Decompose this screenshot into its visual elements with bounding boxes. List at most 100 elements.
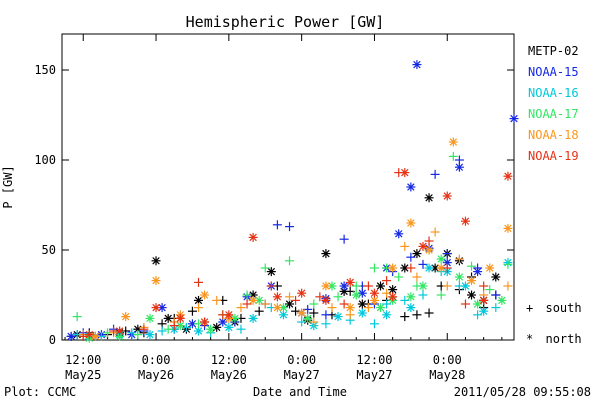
data-point-south [363,303,373,313]
data-point-north [485,263,495,273]
x-axis-label: Date and Time [253,385,347,399]
chart-title: Hemispheric Power [GW] [186,13,385,31]
data-point-north [224,322,234,332]
data-point-south [339,234,349,244]
data-point-south [309,317,319,327]
data-point-north [400,168,410,178]
data-point-north [224,310,234,320]
south-label: south [545,301,581,315]
data-point-north [230,313,240,323]
data-point-north [115,331,125,341]
data-point-south [285,256,295,266]
series-legend: METP-02 NOAA-15 NOAA-16 NOAA-17 NOAA-18 NOAA-… [528,44,579,163]
legend-item-metp-02: METP-02 [528,44,579,58]
data-point-north [503,171,513,181]
data-point-south [442,249,452,259]
marker-legend: + south * north [526,301,582,346]
data-point-north [297,288,307,298]
data-point-south [460,299,470,309]
data-point-south [181,322,191,332]
y-tick-label: 100 [34,153,56,167]
data-point-south [418,290,428,300]
data-point-south [133,330,143,340]
data-point-north [145,313,155,323]
data-point-south [369,263,379,273]
data-point-south [430,227,440,237]
legend-item-noaa-15: NOAA-15 [528,65,579,79]
data-point-north [321,295,331,305]
plot-frame [61,33,515,341]
data-point-south [418,259,428,269]
data-point-south [169,321,179,331]
y-tick-label: 50 [42,243,56,257]
data-point-north [121,312,131,322]
data-point-south [412,310,422,320]
data-point-north [212,322,222,332]
data-point-north [388,292,398,302]
data-point-north [442,191,452,201]
data-point-south [327,303,337,313]
data-point-south [394,272,404,282]
data-point-south [303,304,313,314]
data-point-south [430,169,440,179]
data-point-south [194,319,204,329]
data-point-north [84,330,94,340]
data-point-north [206,324,216,334]
data-point-north [357,308,367,318]
data-point-north [442,258,452,268]
data-point-north [248,232,258,242]
data-point-south [382,276,392,286]
data-point-north [151,256,161,266]
data-point-north [254,295,264,305]
data-point-north [66,331,76,341]
x-tick-label-time: 12:00 [211,353,247,367]
data-point-north [369,288,379,298]
data-point-south [242,290,252,300]
north-label: north [545,332,581,346]
data-point-north [376,281,386,291]
marker-legend-north: * north [526,332,582,346]
data-point-north [321,249,331,259]
data-point-north [321,281,331,291]
x-tick-label-date: May26 [138,368,174,382]
data-point-south [187,306,197,316]
data-point-north [509,114,519,124]
data-point-north [376,303,386,313]
data-point-south [454,254,464,264]
data-point-south [212,295,222,305]
data-point-north [406,303,416,313]
data-point-north [448,137,458,147]
data-point-north [266,267,276,277]
data-point-north [394,229,404,239]
data-point-north [345,277,355,287]
data-point-south [315,292,325,302]
data-point-north [339,281,349,291]
data-point-north [436,254,446,264]
y-tick-label: 0 [49,333,56,347]
data-point-south [382,299,392,309]
data-point-north [479,306,489,316]
data-point-south [72,312,82,322]
data-point-north [467,290,477,300]
data-point-south [285,222,295,232]
data-point-south [436,290,446,300]
x-tick-label-time: 0:00 [287,353,316,367]
data-point-north [297,308,307,318]
data-point-north [424,193,434,203]
legend-item-noaa-17: NOAA-17 [528,107,579,121]
data-point-north [503,223,513,233]
data-point-south [78,331,88,341]
data-point-south [473,310,483,320]
x-tick-label-date: May28 [429,368,465,382]
data-point-south [309,299,319,309]
data-point-south [442,281,452,291]
data-point-north [406,218,416,228]
data-point-south [479,281,489,291]
data-point-south [412,272,422,282]
data-point-north [345,303,355,313]
data-point-north [460,281,470,291]
data-point-north [272,292,282,302]
footer-plot-credit: Plot: CCMC [4,385,76,399]
data-point-south [400,312,410,322]
